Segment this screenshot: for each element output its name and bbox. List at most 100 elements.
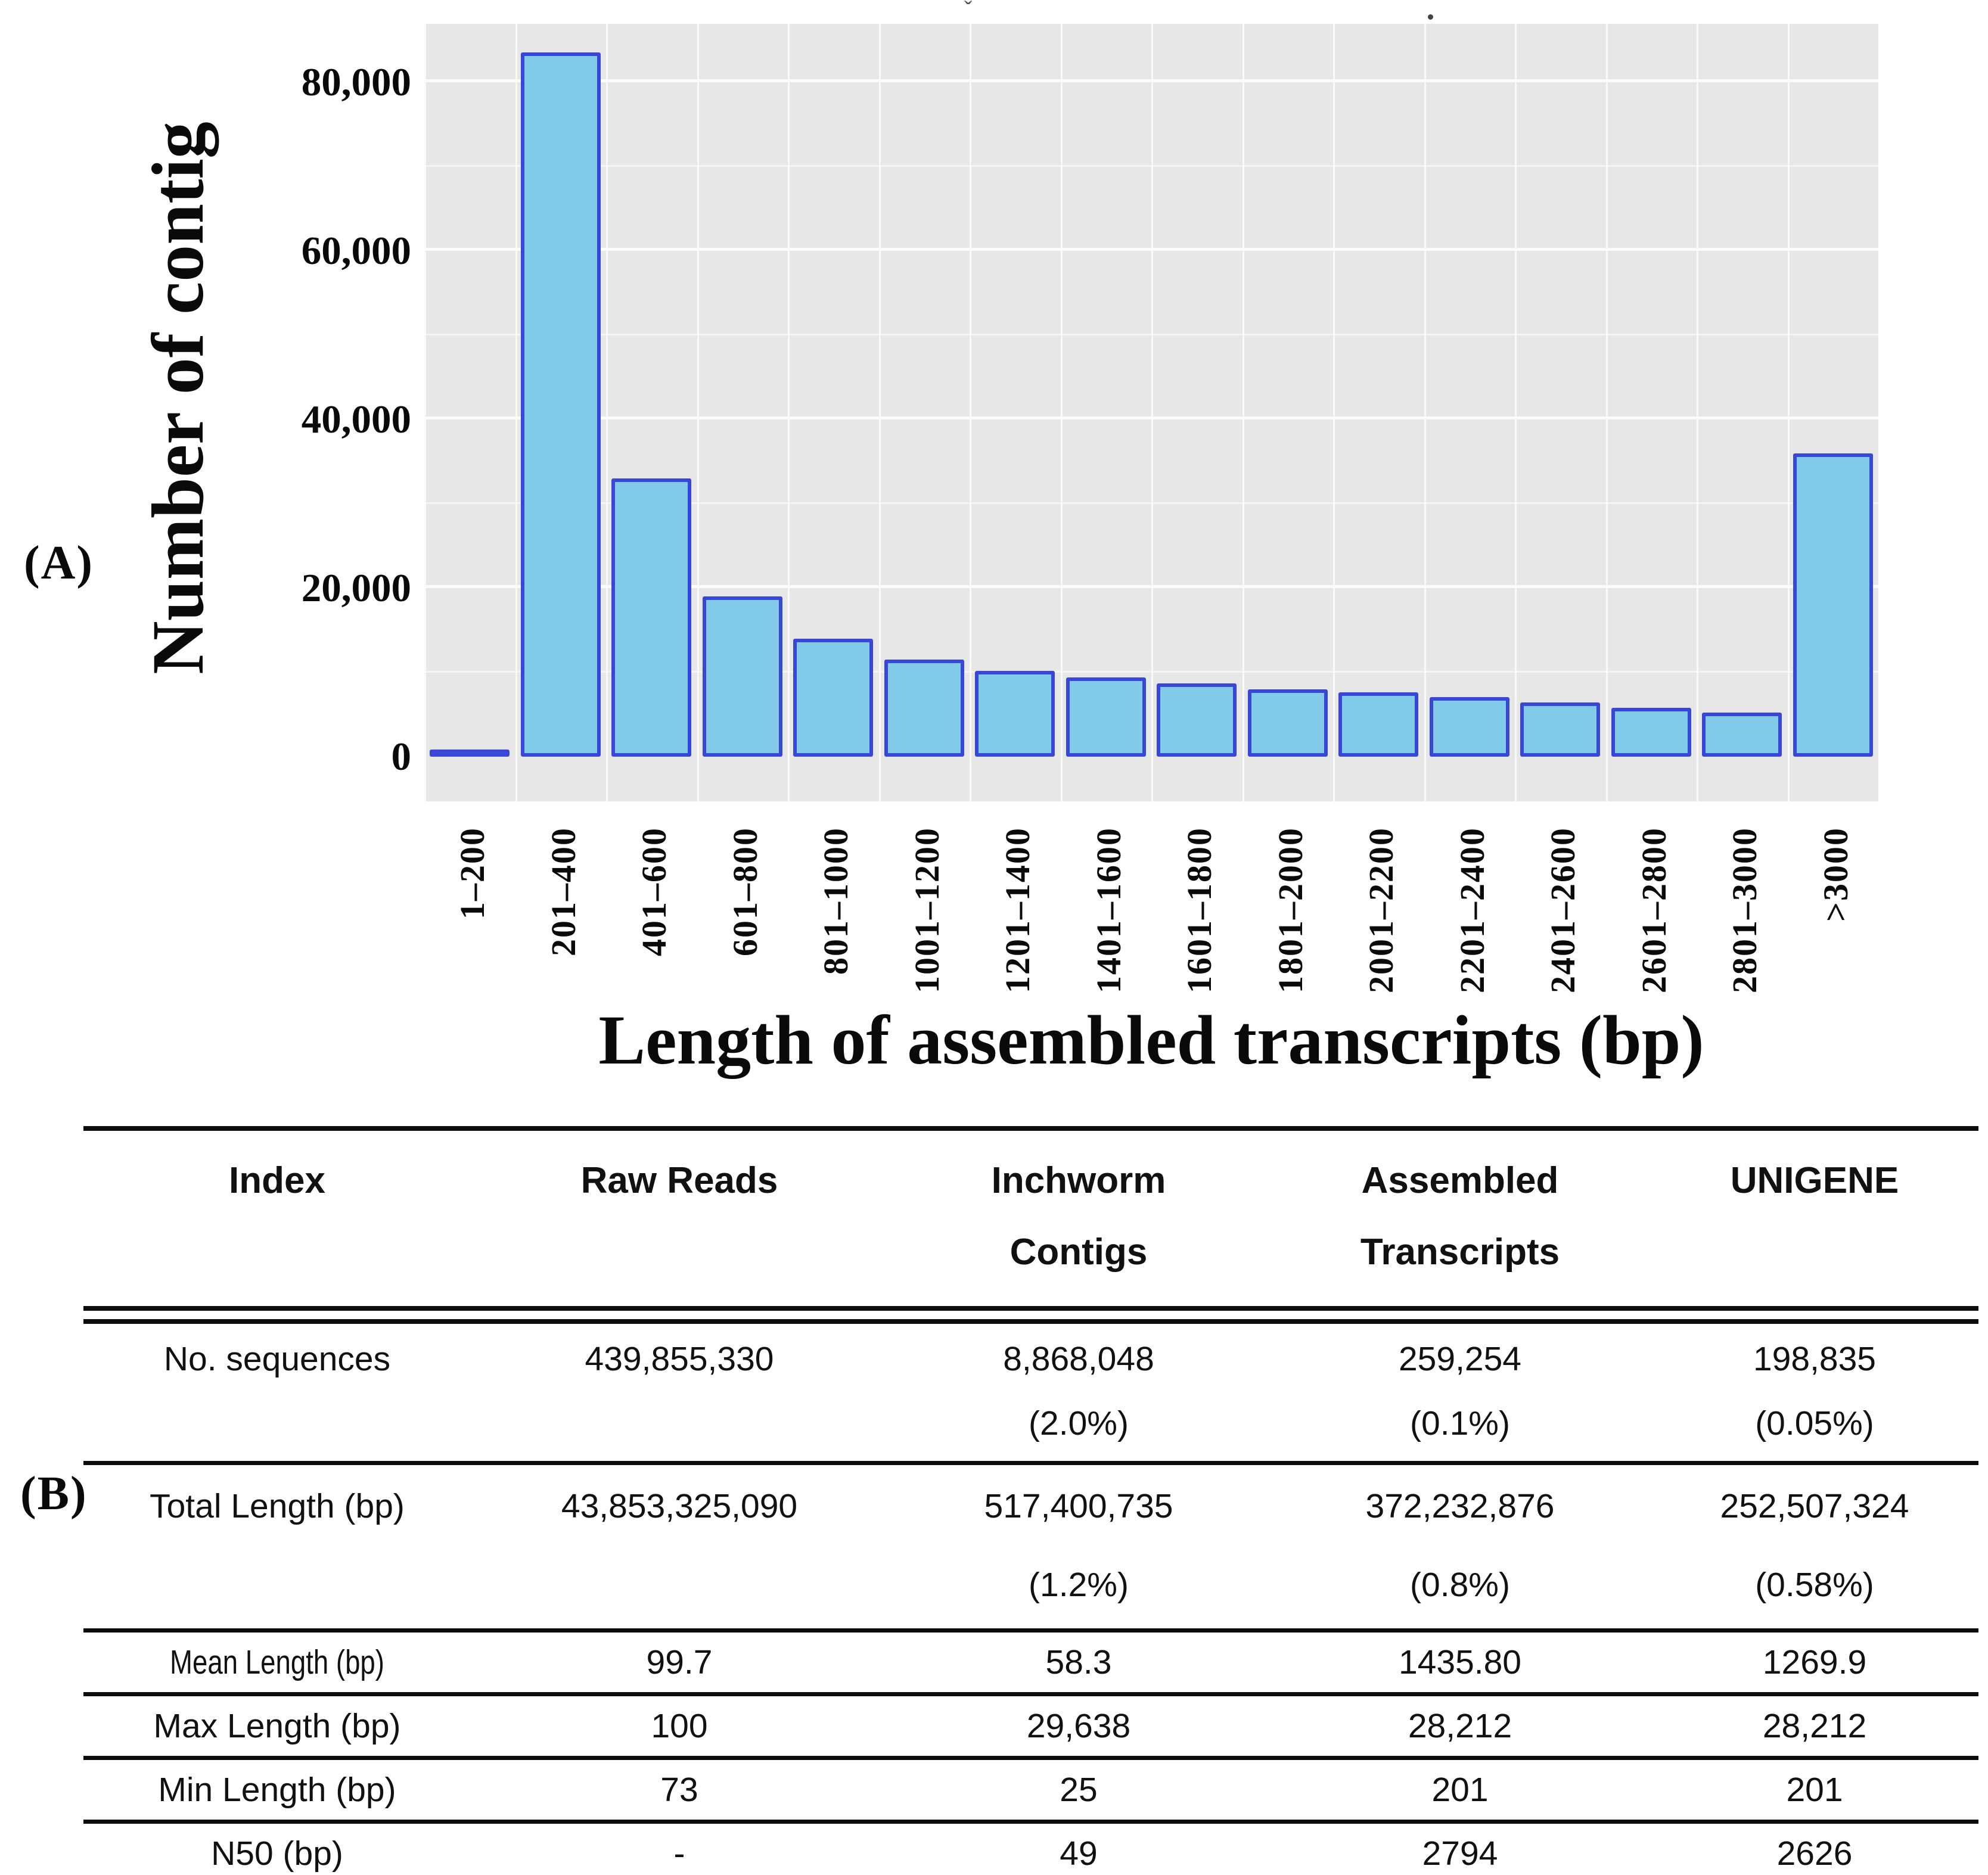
bar-slot (788, 24, 879, 757)
table-cell: 25 (1060, 1771, 1098, 1809)
vertical-gridline (1605, 24, 1608, 801)
horizontal-gridline (424, 248, 1878, 251)
panel-b-label: (B) (20, 1467, 88, 1520)
table-cell: 201 (1786, 1771, 1843, 1809)
bar (1793, 453, 1873, 757)
table-cell: 372,232,876 (0.8%) (1365, 1487, 1555, 1604)
bar (1157, 683, 1237, 757)
table-cell: 58.3 (1045, 1643, 1112, 1681)
table-cell: 201 (1431, 1771, 1489, 1809)
bar (1429, 697, 1509, 757)
table-cell: 43,853,325,090 (561, 1487, 798, 1525)
table-row: Min Length (bp) 73 25 201 201 (83, 1760, 1978, 1820)
table-cell: 8,868,048 (2.0%) (1003, 1340, 1154, 1442)
row-label-cell: N50 (bp) (211, 1834, 343, 1873)
row-label-cell: Min Length (bp) (158, 1771, 396, 1809)
table-cell: 198,835 (0.05%) (1753, 1340, 1877, 1442)
bars-row (424, 24, 1878, 757)
vertical-gridline (424, 24, 426, 801)
table-double-rule (83, 1306, 1978, 1324)
table-rule (83, 1756, 1978, 1760)
table-cell: 28,212 (1408, 1707, 1512, 1745)
y-tick-label: 20,000 (301, 566, 411, 610)
results-table: Index Raw Reads Inchworm Contigs Assembl… (83, 1126, 1978, 1875)
bar-slot (1697, 24, 1788, 757)
row-label-cell: No. sequences (163, 1340, 391, 1378)
bar (793, 639, 874, 757)
horizontal-gridline (424, 416, 1878, 419)
x-tick-label: 2201–2400 (1452, 827, 1492, 993)
table-header-cell: Raw Reads (580, 1160, 778, 1201)
bar (1702, 713, 1782, 757)
vertical-gridline (1151, 24, 1153, 801)
table-cell: 100 (651, 1707, 708, 1745)
vertical-gridline (515, 24, 517, 801)
vertical-gridline (970, 24, 971, 801)
table-header-cell: Index (229, 1160, 325, 1201)
y-tick-label: 0 (391, 735, 412, 779)
table-row: Max Length (bp) 100 29,638 28,212 28,212 (83, 1696, 1978, 1756)
table-row: Mean Length (bp) 99.7 58.3 1435.80 1269.… (83, 1633, 1978, 1692)
row-label-cell: Mean Length (bp) (170, 1643, 384, 1681)
table-header-row: Index Raw Reads Inchworm Contigs Assembl… (83, 1131, 1978, 1306)
table-row: Total Length (bp) 43,853,325,090 517,400… (83, 1465, 1978, 1628)
x-tick-label: 1–200 (453, 827, 492, 919)
table-header-cell: UNIGENE (1730, 1160, 1899, 1201)
vertical-gridline (1787, 24, 1790, 801)
bar (975, 671, 1055, 757)
x-tick-label: 801–1000 (816, 827, 856, 975)
table-cell: 1435.80 (1398, 1643, 1522, 1681)
table-row: No. sequences 439,855,330 8,868,048 (2.0… (83, 1324, 1978, 1461)
x-tick-label: 1401–1600 (1089, 827, 1128, 993)
y-tick-label: 80,000 (301, 60, 411, 104)
bar (1338, 692, 1419, 757)
horizontal-gridline (424, 670, 1878, 673)
bar (702, 596, 782, 757)
table-cell: 73 (660, 1771, 698, 1809)
plot-panel (424, 24, 1880, 801)
table-header-cell: Assembled Transcripts (1360, 1160, 1560, 1273)
stray-dot-mark (1428, 14, 1433, 20)
x-tick-label: 1601–1800 (1180, 827, 1219, 993)
vertical-gridline (1515, 24, 1517, 801)
x-axis-title: Length of assembled transcripts (bp) (598, 1001, 1704, 1079)
y-tick-label: 60,000 (301, 229, 411, 273)
x-tick-label: 2401–2600 (1543, 827, 1583, 993)
table-rule (83, 1692, 1978, 1696)
table-cell: 2626 (1776, 1834, 1853, 1873)
vertical-gridline (697, 24, 699, 801)
bar-slot (1061, 24, 1152, 757)
table-cell: 49 (1060, 1834, 1098, 1873)
table-rule (83, 1628, 1978, 1633)
bar (1247, 689, 1328, 757)
table-cell: 1269.9 (1762, 1643, 1867, 1681)
stray-caret-mark: ˇ (964, 0, 973, 23)
x-tick-label: 1801–2000 (1271, 827, 1310, 993)
vertical-gridline (788, 24, 790, 801)
table-top-rule (83, 1126, 1978, 1131)
x-tick-label: >3000 (1816, 827, 1855, 922)
vertical-gridline (1333, 24, 1335, 801)
table-cell: 439,855,330 (585, 1340, 774, 1378)
bar-slot (515, 24, 607, 757)
horizontal-gridline (424, 333, 1878, 335)
vertical-gridline (1697, 24, 1698, 801)
table-header-cell: Inchworm Contigs (991, 1160, 1166, 1273)
table-cell: 259,254 (0.1%) (1398, 1340, 1522, 1442)
bar (520, 52, 601, 757)
bar (1611, 708, 1691, 757)
x-tick-label: 1201–1400 (998, 827, 1038, 993)
table-cell: 29,638 (1026, 1707, 1131, 1745)
table-rule (83, 1461, 1978, 1465)
table-cell: 252,507,324 (0.58%) (1720, 1487, 1909, 1604)
panel-a-label: (A) (24, 537, 94, 589)
x-tick-label: 401–600 (635, 827, 674, 956)
bar-slot (1242, 24, 1334, 757)
table-cell: 517,400,735 (1.2%) (984, 1487, 1173, 1604)
vertical-gridline (1060, 24, 1063, 801)
bar-slot (424, 24, 515, 757)
x-tick-label: 2001–2200 (1362, 827, 1401, 993)
bar-slot (606, 24, 697, 757)
table-cell: - (673, 1834, 685, 1873)
bar-slot (1515, 24, 1606, 757)
